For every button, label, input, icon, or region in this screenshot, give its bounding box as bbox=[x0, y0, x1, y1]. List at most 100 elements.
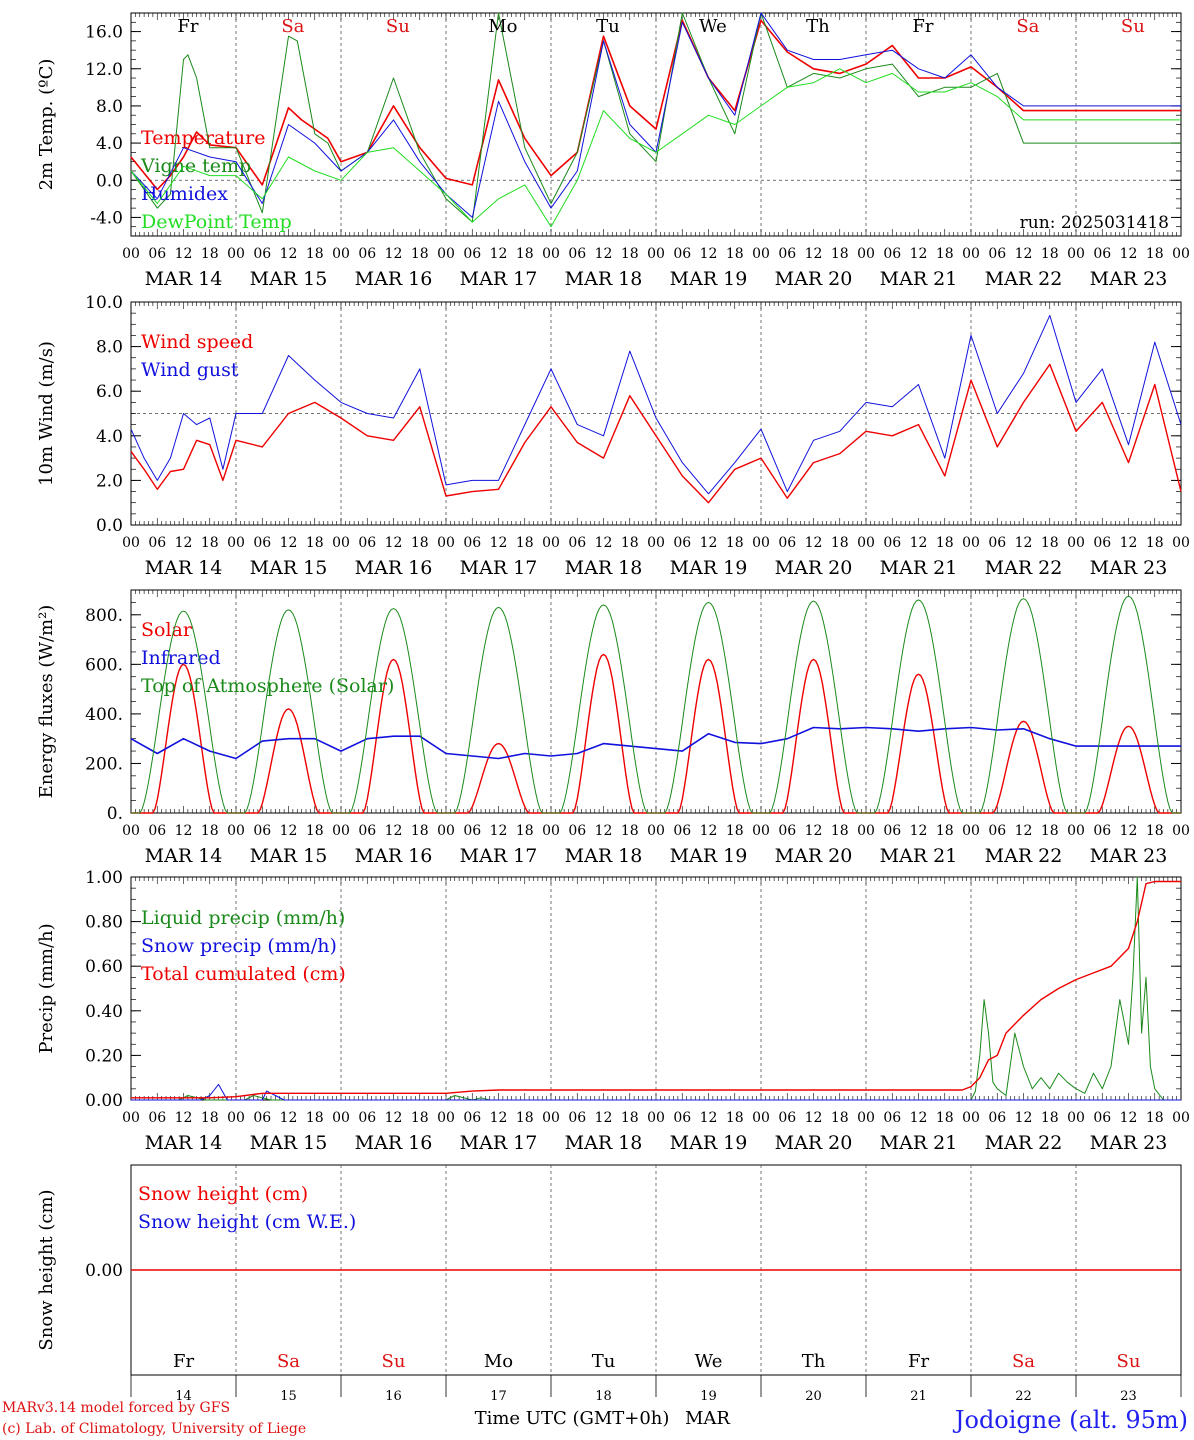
date-label: MAR 18 bbox=[565, 268, 643, 290]
hour-tick-label: 12 bbox=[910, 535, 928, 551]
y-tick-label: 0.80 bbox=[85, 913, 123, 933]
hour-tick-label: 12 bbox=[910, 246, 928, 262]
y-axis-label: 2m Temp. (ºC) bbox=[36, 59, 57, 191]
day-number-label: 16 bbox=[385, 1389, 402, 1404]
day-number-label: 17 bbox=[490, 1389, 507, 1404]
day-number-label: 19 bbox=[700, 1389, 717, 1404]
hour-tick-label: 06 bbox=[568, 1110, 586, 1126]
hour-tick-label: 00 bbox=[437, 823, 455, 839]
hour-tick-label: 18 bbox=[516, 1110, 534, 1126]
day-name-label: Sa bbox=[281, 16, 304, 37]
hour-tick-label: 12 bbox=[1015, 535, 1033, 551]
y-tick-label: 1.00 bbox=[85, 868, 123, 888]
hour-tick-label: 18 bbox=[411, 1110, 429, 1126]
hour-tick-label: 00 bbox=[332, 823, 350, 839]
hour-tick-label: 06 bbox=[673, 246, 691, 262]
day-number-label: 20 bbox=[805, 1389, 822, 1404]
date-label: MAR 16 bbox=[355, 1132, 433, 1154]
hour-tick-label: 06 bbox=[883, 246, 901, 262]
hour-tick-label: 00 bbox=[857, 823, 875, 839]
hour-tick-label: 12 bbox=[700, 1110, 718, 1126]
date-label: MAR 22 bbox=[985, 557, 1063, 579]
day-name-label: Su bbox=[382, 1351, 406, 1372]
y-axis-label: Precip (mm/h) bbox=[36, 923, 57, 1053]
date-label: MAR 15 bbox=[250, 557, 328, 579]
hour-tick-label: 18 bbox=[726, 823, 744, 839]
hour-tick-label: 18 bbox=[306, 535, 324, 551]
time-axis-title: Time UTC (GMT+0h) bbox=[475, 1408, 670, 1429]
hour-tick-label: 12 bbox=[1120, 246, 1138, 262]
hour-tick-label: 18 bbox=[1146, 246, 1164, 262]
hour-tick-label: 18 bbox=[1146, 1110, 1164, 1126]
hour-tick-label: 18 bbox=[621, 246, 639, 262]
date-label: MAR 22 bbox=[985, 1132, 1063, 1154]
hour-tick-label: 00 bbox=[122, 823, 140, 839]
series-line bbox=[130, 363, 1182, 504]
y-tick-label: 4.0 bbox=[96, 134, 123, 154]
panel-5: 0.00 Snow height (cm) Snow height (cm) Snow… bbox=[36, 1164, 1182, 1404]
hour-tick-label: 18 bbox=[411, 246, 429, 262]
day-name-label: Su bbox=[1121, 16, 1145, 37]
hour-tick-label: 12 bbox=[280, 535, 298, 551]
hour-tick-label: 00 bbox=[647, 823, 665, 839]
hour-tick-label: 00 bbox=[1067, 535, 1085, 551]
hour-tick-label: 06 bbox=[358, 823, 376, 839]
hour-tick-label: 18 bbox=[621, 823, 639, 839]
hour-tick-label: 00 bbox=[1172, 1110, 1190, 1126]
legend-entry: Vigne temp bbox=[140, 155, 251, 177]
date-label: MAR 21 bbox=[880, 268, 958, 290]
hour-tick-label: 00 bbox=[962, 246, 980, 262]
hour-tick-label: 12 bbox=[700, 535, 718, 551]
panel-2: 0.0 2.0 4.0 6.0 8.0 10.0 10m Wind (m/s) Wind sp… bbox=[36, 293, 1190, 579]
hour-tick-label: 18 bbox=[831, 246, 849, 262]
date-label: MAR 14 bbox=[145, 557, 223, 579]
hour-tick-label: 00 bbox=[437, 246, 455, 262]
legend-entry: Infrared bbox=[141, 647, 221, 669]
day-name-label: Fr bbox=[173, 1351, 194, 1372]
date-label: MAR 19 bbox=[670, 268, 748, 290]
hour-tick-label: 00 bbox=[962, 535, 980, 551]
panel-3: 0. 200. 400. 600. 800. Energy fluxes (W/m²) So… bbox=[36, 589, 1190, 867]
date-label: MAR 19 bbox=[670, 845, 748, 867]
hour-tick-label: 00 bbox=[227, 535, 245, 551]
hour-tick-label: 06 bbox=[1093, 823, 1111, 839]
hour-tick-label: 00 bbox=[857, 1110, 875, 1126]
hour-tick-label: 06 bbox=[883, 535, 901, 551]
hour-tick-label: 00 bbox=[332, 246, 350, 262]
hour-tick-label: 12 bbox=[280, 246, 298, 262]
legend-entry: Total cumulated (cm) bbox=[141, 963, 346, 985]
day-name-label: Th bbox=[806, 16, 830, 37]
hour-tick-label: 12 bbox=[280, 1110, 298, 1126]
hour-tick-label: 18 bbox=[621, 535, 639, 551]
hour-tick-label: 12 bbox=[805, 246, 823, 262]
day-name-label: Fr bbox=[908, 1351, 929, 1372]
series-line bbox=[131, 876, 1181, 1101]
hour-tick-label: 12 bbox=[595, 535, 613, 551]
hour-tick-label: 00 bbox=[542, 246, 560, 262]
series-line bbox=[130, 19, 1181, 191]
panel-1: -4.0 0.0 4.0 8.0 12.0 16.0 2m Temp. (ºC) Temper… bbox=[36, 12, 1190, 290]
date-label: MAR 18 bbox=[565, 845, 643, 867]
date-label: MAR 16 bbox=[355, 557, 433, 579]
series-line bbox=[130, 12, 1181, 223]
hour-tick-label: 18 bbox=[516, 823, 534, 839]
hour-tick-label: 18 bbox=[411, 535, 429, 551]
y-axis-label: Snow height (cm) bbox=[36, 1189, 57, 1350]
hour-tick-label: 12 bbox=[175, 246, 193, 262]
hour-tick-label: 00 bbox=[752, 246, 770, 262]
hour-tick-label: 18 bbox=[201, 1110, 219, 1126]
legend-entry: Snow height (cm W.E.) bbox=[138, 1211, 356, 1233]
legend-entry: Temperature bbox=[141, 127, 265, 149]
hour-tick-label: 18 bbox=[726, 1110, 744, 1126]
hour-tick-label: 12 bbox=[490, 246, 508, 262]
y-tick-label: 400. bbox=[85, 705, 123, 725]
hour-tick-label: 00 bbox=[437, 1110, 455, 1126]
hour-tick-label: 12 bbox=[175, 535, 193, 551]
hour-tick-label: 06 bbox=[988, 246, 1006, 262]
hour-tick-label: 06 bbox=[463, 823, 481, 839]
hour-tick-label: 12 bbox=[385, 823, 403, 839]
hour-tick-label: 06 bbox=[358, 1110, 376, 1126]
hour-tick-label: 00 bbox=[227, 246, 245, 262]
y-tick-label: 0.0 bbox=[96, 516, 123, 536]
hour-tick-label: 00 bbox=[122, 1110, 140, 1126]
